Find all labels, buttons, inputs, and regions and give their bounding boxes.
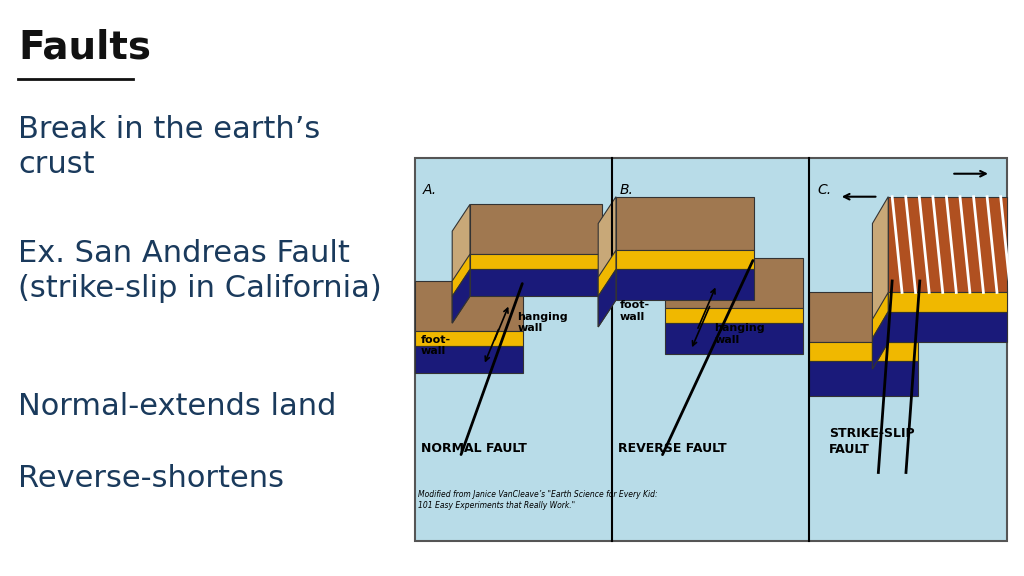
Polygon shape: [598, 196, 616, 327]
Polygon shape: [666, 258, 804, 308]
Text: B.: B.: [620, 183, 634, 198]
Polygon shape: [415, 346, 523, 373]
Polygon shape: [666, 308, 804, 323]
Text: Modified from Janice VanCleave’s "Earth Science for Every Kid:
101 Easy Experime: Modified from Janice VanCleave’s "Earth …: [418, 490, 657, 510]
Text: Ex. San Andreas Fault
(strike-slip in California): Ex. San Andreas Fault (strike-slip in Ca…: [18, 239, 382, 303]
Polygon shape: [470, 254, 602, 270]
Polygon shape: [666, 323, 804, 354]
Polygon shape: [470, 204, 602, 254]
Polygon shape: [872, 293, 888, 339]
FancyBboxPatch shape: [415, 158, 1007, 541]
Text: hanging
wall: hanging wall: [715, 323, 765, 344]
Text: Normal-extends land: Normal-extends land: [18, 392, 337, 420]
Polygon shape: [415, 331, 523, 346]
Text: Reverse-shortens: Reverse-shortens: [18, 464, 285, 492]
Polygon shape: [872, 196, 888, 369]
Text: NORMAL FAULT: NORMAL FAULT: [421, 442, 526, 455]
Polygon shape: [809, 293, 918, 342]
Polygon shape: [598, 251, 616, 296]
Polygon shape: [616, 270, 754, 300]
Polygon shape: [888, 312, 1007, 342]
Text: foot-
wall: foot- wall: [421, 335, 451, 356]
Polygon shape: [616, 251, 754, 270]
Polygon shape: [872, 312, 888, 369]
Polygon shape: [888, 196, 1007, 293]
Polygon shape: [809, 342, 918, 361]
Polygon shape: [598, 270, 616, 327]
Text: Break in the earth’s
crust: Break in the earth’s crust: [18, 115, 321, 179]
Text: A.: A.: [423, 183, 437, 198]
Polygon shape: [453, 204, 470, 323]
Text: foot-
wall: foot- wall: [620, 300, 650, 322]
Text: REVERSE FAULT: REVERSE FAULT: [617, 442, 727, 455]
Polygon shape: [453, 270, 470, 323]
Polygon shape: [809, 361, 918, 396]
Text: C.: C.: [817, 183, 831, 198]
Polygon shape: [453, 254, 470, 296]
Polygon shape: [616, 196, 754, 251]
Text: hanging
wall: hanging wall: [517, 312, 568, 333]
Polygon shape: [470, 270, 602, 296]
Polygon shape: [888, 293, 1007, 312]
Text: STRIKE-SLIP
FAULT: STRIKE-SLIP FAULT: [829, 426, 914, 456]
Polygon shape: [415, 281, 523, 331]
Text: Faults: Faults: [18, 29, 152, 67]
